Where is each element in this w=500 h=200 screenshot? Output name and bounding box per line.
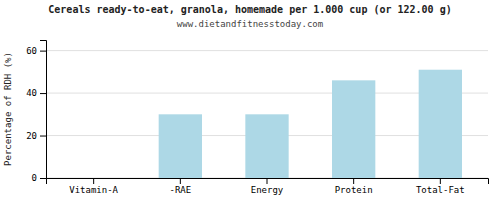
y-tick: 0 xyxy=(32,173,46,183)
y-tick-label: 40 xyxy=(26,88,37,98)
x-tick-label: Protein xyxy=(335,185,373,195)
y-tick-label: 0 xyxy=(32,173,37,183)
x-axis: Vitamin-A -RAE Energy Protein Total-Fat xyxy=(47,178,489,195)
x-tick: Protein xyxy=(335,178,373,195)
y-tick-mark xyxy=(40,178,46,179)
x-tick-mark xyxy=(353,178,354,184)
bar xyxy=(332,80,375,178)
y-tick-mark xyxy=(40,93,46,94)
y-axis-title: Percentage of RDH (%) xyxy=(3,52,13,166)
x-tick-mark xyxy=(440,178,441,184)
bar xyxy=(159,114,202,178)
x-tick-label: Vitamin-A xyxy=(69,185,118,195)
y-tick: 40 xyxy=(26,88,46,98)
y-axis: 0 20 40 60 xyxy=(26,41,46,184)
bar xyxy=(245,114,288,178)
y-tick: 20 xyxy=(26,131,46,141)
x-tick-label: Total-Fat xyxy=(416,185,465,195)
x-tick: -RAE xyxy=(169,178,191,195)
x-tick: Vitamin-A xyxy=(69,178,118,195)
x-tick-mark xyxy=(180,178,181,184)
plot-area: Vitamin-A -RAE Energy Protein Total-Fat 0 20 40… xyxy=(26,41,488,196)
bar xyxy=(72,178,115,179)
bars xyxy=(159,70,462,178)
x-tick-label: -RAE xyxy=(169,185,191,195)
y-tick: 60 xyxy=(26,46,46,56)
y-axis-line xyxy=(40,41,47,179)
subtitle: www.dietandfitnesstoday.com xyxy=(177,19,323,29)
chart: Cereals ready-to-eat, granola, homemade … xyxy=(0,0,500,200)
x-tick: Energy xyxy=(251,178,284,195)
x-tick: Total-Fat xyxy=(416,178,465,195)
grid xyxy=(46,51,488,178)
x-tick-mark xyxy=(93,178,94,184)
y-tick-mark xyxy=(40,136,46,137)
y-tick-label: 60 xyxy=(26,46,37,56)
x-axis-line xyxy=(47,179,489,185)
grid-line xyxy=(46,50,488,51)
x-tick-label: Energy xyxy=(251,185,284,195)
y-tick-mark xyxy=(40,51,46,52)
x-tick-mark xyxy=(267,178,268,184)
bar xyxy=(419,70,462,178)
title: Cereals ready-to-eat, granola, homemade … xyxy=(48,4,451,15)
y-tick-label: 20 xyxy=(26,131,37,141)
